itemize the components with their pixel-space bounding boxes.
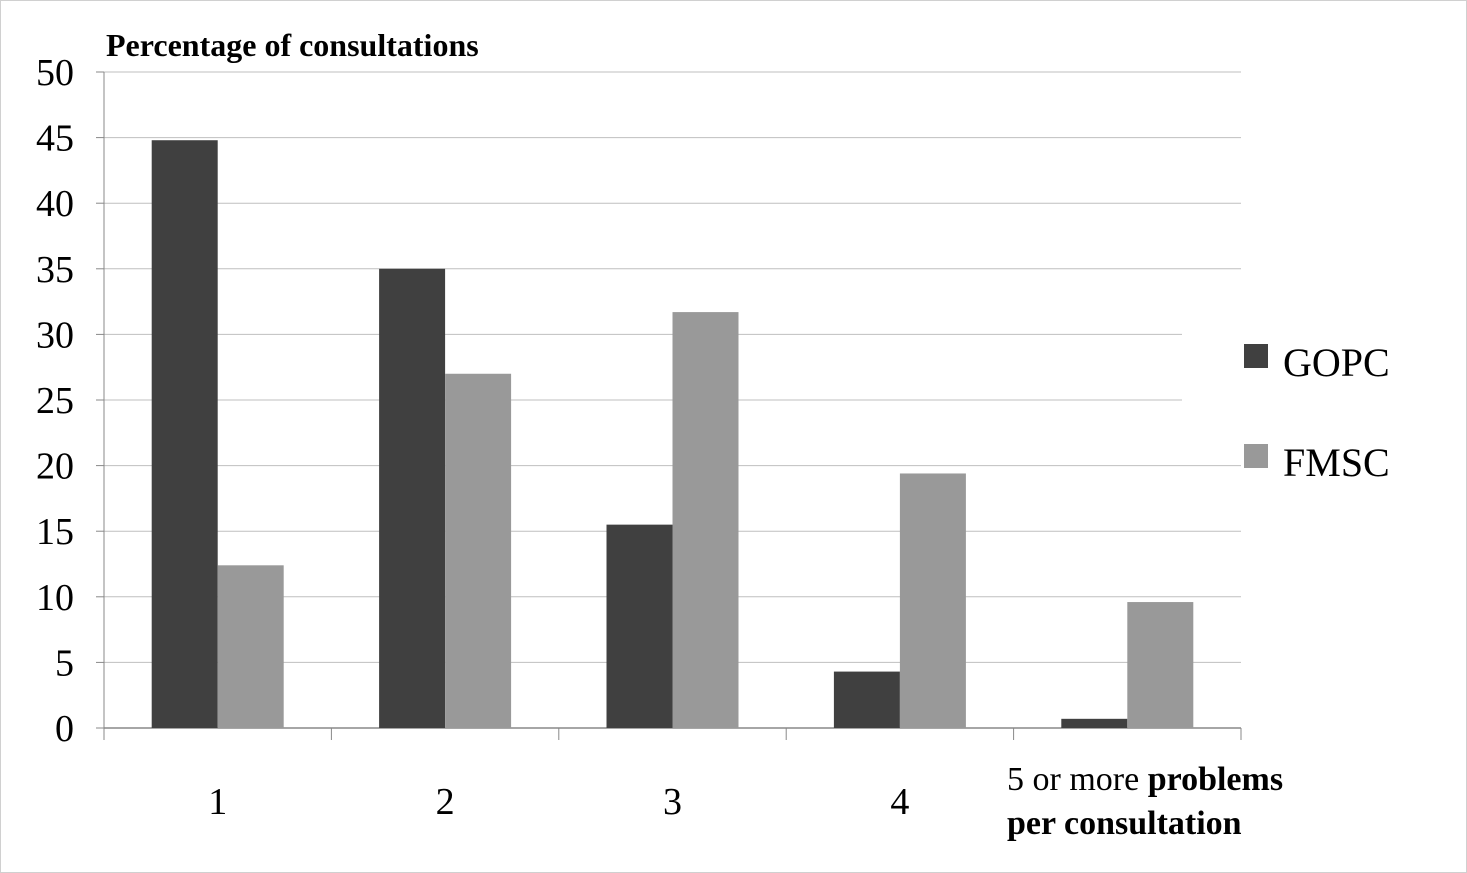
gridlines <box>104 71 1241 663</box>
x-category-label-5: 5 or more <box>1007 761 1140 798</box>
x-axis-title-line1: problems <box>1147 761 1284 798</box>
x-category-label-3: 3 <box>663 781 682 823</box>
y-tick-label-30: 30 <box>36 314 74 356</box>
y-tick-label-20: 20 <box>36 446 74 488</box>
bar-gopc-4 <box>833 671 900 728</box>
bar-fmsc-2 <box>445 373 512 728</box>
bar-fmsc-5 <box>1127 602 1194 728</box>
x-axis-label-last: 5 or more problems per consultation <box>1007 758 1337 846</box>
bar-fmsc-4 <box>899 473 966 728</box>
y-tick-label-25: 25 <box>36 380 74 422</box>
x-category-label-2: 2 <box>436 781 455 823</box>
bar-fmsc-3 <box>672 312 739 728</box>
y-tick-label-0: 0 <box>55 708 74 750</box>
legend: GOPC FMSC <box>1244 340 1390 485</box>
y-tick-label-15: 15 <box>36 511 74 553</box>
bar-fmsc-1 <box>217 565 284 728</box>
y-axis-title: Percentage of consultations <box>106 27 479 63</box>
bar-gopc-3 <box>606 524 673 728</box>
bar-gopc-1 <box>151 140 218 728</box>
bar-gopc-2 <box>379 268 446 728</box>
bar-gopc-5 <box>1061 718 1128 728</box>
legend-swatch-gopc <box>1244 344 1268 368</box>
y-tick-label-10: 10 <box>36 577 74 619</box>
legend-label-fmsc: FMSC <box>1283 440 1390 485</box>
y-tick-label-35: 35 <box>36 249 74 291</box>
y-tick-label-40: 40 <box>36 183 74 225</box>
legend-swatch-fmsc <box>1244 444 1268 468</box>
legend-label-gopc: GOPC <box>1283 340 1390 385</box>
y-tick-label-5: 5 <box>55 642 74 684</box>
x-axis-title-line2: per consultation <box>1007 805 1242 842</box>
x-category-label-4: 4 <box>890 781 909 823</box>
y-tick-labels: 0 5 10 15 20 25 30 35 40 45 50 <box>36 52 74 750</box>
x-category-labels: 1 2 3 4 <box>208 781 909 823</box>
x-category-label-1: 1 <box>208 781 227 823</box>
bars <box>151 140 1194 728</box>
y-tick-label-50: 50 <box>36 52 74 94</box>
y-tick-label-45: 45 <box>36 118 74 160</box>
